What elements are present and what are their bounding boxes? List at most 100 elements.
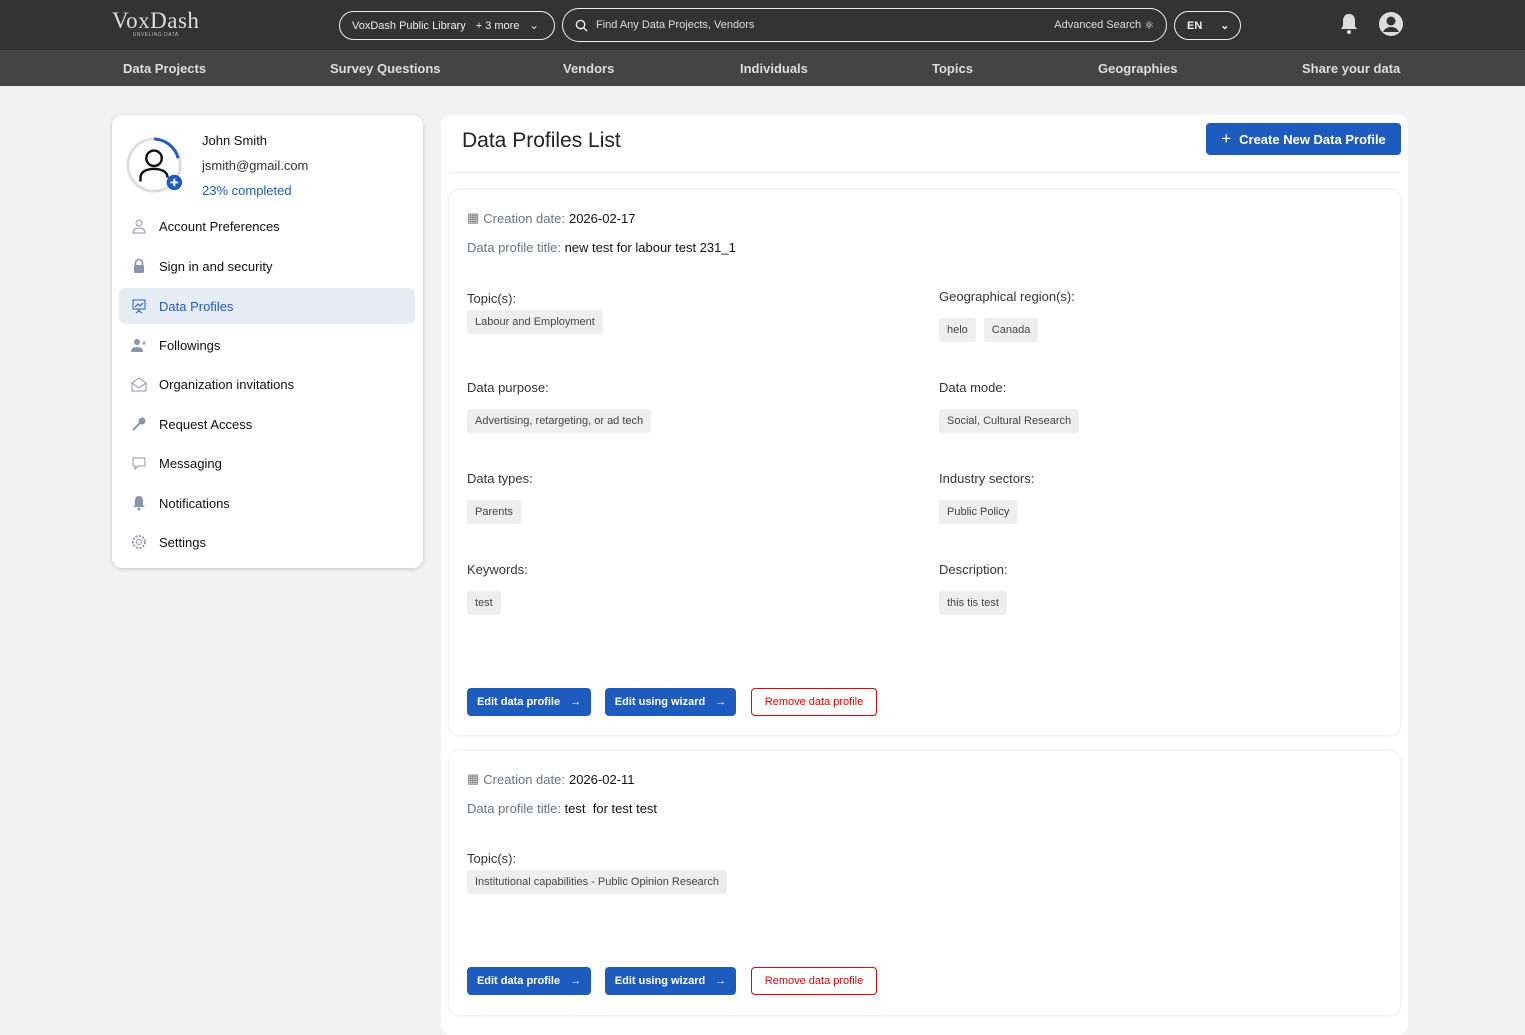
arrow-right-icon: → <box>715 696 727 708</box>
library-name: VoxDash Public Library <box>352 19 466 32</box>
edit-data-profile-button[interactable]: Edit data profile → <box>467 688 591 716</box>
data-profiles-panel: Data Profiles List + Create New Data Prof… <box>441 115 1408 1035</box>
sidebar-item-sign-in-security[interactable]: Sign in and security <box>119 248 415 284</box>
sidebar-item-data-profiles[interactable]: Data Profiles <box>119 288 415 324</box>
sidebar-item-notifications[interactable]: Notifications <box>119 485 415 521</box>
keywords-field: Keywords: test <box>467 562 528 615</box>
sidebar-item-label: Sign in and security <box>159 258 273 274</box>
data-profile-card: ▦ Creation date: 2026-02-11 Data profile … <box>449 751 1400 1015</box>
profile-avatar[interactable] <box>126 137 184 195</box>
field-label: Geographical region(s): <box>939 289 1075 304</box>
edit-using-wizard-button[interactable]: Edit using wizard → <box>605 688 736 716</box>
sidebar-item-messaging[interactable]: Messaging <box>119 445 415 481</box>
sidebar-item-request-access[interactable]: Request Access <box>119 406 415 442</box>
nav-data-projects[interactable]: Data Projects <box>123 61 207 76</box>
chevron-down-icon: ⌄ <box>529 20 539 32</box>
sidebar-item-label: Organization invitations <box>159 376 295 392</box>
user-avatar-icon[interactable] <box>1379 12 1403 36</box>
search-input[interactable]: Find Any Data Projects, Vendors <box>596 19 755 31</box>
button-label: Edit data profile <box>476 696 561 708</box>
sidebar-item-label: Account Preferences <box>159 218 280 234</box>
sidebar-item-label: Request Access <box>159 416 253 432</box>
button-label: Remove data profile <box>764 696 864 708</box>
nav-survey-questions[interactable]: Survey Questions <box>330 61 441 76</box>
field-label: Topic(s): <box>467 851 517 866</box>
search-bar[interactable]: Find Any Data Projects, Vendors Advanced… <box>562 8 1167 42</box>
creation-date-value: 2026-02-11 <box>568 771 635 787</box>
button-label: Edit using wizard <box>614 975 706 987</box>
topics-field: Topic(s): Labour and Employment <box>467 291 603 334</box>
nav-topics[interactable]: Topics <box>932 61 973 76</box>
mode-field: Data mode: Social, Cultural Research <box>939 380 1080 433</box>
sectors-field: Industry sectors: Public Policy <box>939 471 1034 524</box>
tag: Institutional capabilities - Public Opin… <box>467 870 727 894</box>
creation-label: Creation date: <box>483 771 565 787</box>
remove-data-profile-button[interactable]: Remove data profile <box>751 688 877 716</box>
profile-title: Data profile title: test for test test <box>467 801 657 816</box>
field-label: Industry sectors: <box>939 471 1035 486</box>
atom-icon: ⚛ <box>1144 19 1154 32</box>
sidebar-item-settings[interactable]: Settings <box>119 524 415 560</box>
tag: helo <box>939 318 976 342</box>
types-field: Data types: Parents <box>467 471 533 524</box>
field-label: Description: <box>939 562 1008 577</box>
sidebar-item-label: Followings <box>159 337 221 353</box>
nav-share-your-data[interactable]: Share your data <box>1302 61 1401 76</box>
profile-title-value: test for test test <box>564 801 658 816</box>
page-title: Data Profiles List <box>462 129 621 152</box>
button-label: Edit data profile <box>476 975 561 987</box>
bell-icon[interactable] <box>1339 12 1359 36</box>
envelope-icon <box>131 377 147 392</box>
button-label: Edit using wizard <box>614 696 706 708</box>
library-selector[interactable]: VoxDash Public Library + 3 more ⌄ <box>339 11 555 40</box>
profile-title-value: new test for labour test 231_1 <box>564 240 736 255</box>
create-data-profile-button[interactable]: + Create New Data Profile <box>1206 123 1401 155</box>
user-plus-icon <box>131 339 146 352</box>
data-profile-card: ▦ Creation date: 2026-02-17 Data profile … <box>449 190 1400 735</box>
sidebar-item-account-preferences[interactable]: Account Preferences <box>119 208 415 244</box>
field-label: Data mode: <box>939 380 1007 395</box>
field-label: Data purpose: <box>467 380 549 395</box>
button-label: Remove data profile <box>764 975 864 987</box>
user-icon <box>132 219 146 234</box>
language-value: EN <box>1187 19 1203 32</box>
main-nav: Data Projects Survey Questions Vendors I… <box>0 50 1525 86</box>
key-icon <box>132 417 146 431</box>
sidebar-item-label: Data Profiles <box>159 298 234 314</box>
sidebar-item-label: Settings <box>159 534 206 550</box>
nav-individuals[interactable]: Individuals <box>740 61 808 76</box>
chevron-down-icon: ⌄ <box>1220 20 1230 32</box>
edit-using-wizard-button[interactable]: Edit using wizard → <box>605 967 736 995</box>
logo[interactable]: VoxDash UNVELING DATA <box>112 8 199 38</box>
lock-icon <box>134 258 144 273</box>
presentation-chart-icon <box>132 299 146 314</box>
creation-date: ▦ Creation date: 2026-02-11 <box>467 771 635 787</box>
arrow-right-icon: → <box>570 975 582 987</box>
sidebar-item-label: Messaging <box>159 455 222 471</box>
calendar-icon: ▦ <box>467 210 480 225</box>
create-label: Create New Data Profile <box>1239 131 1386 147</box>
sidebar-item-label: Notifications <box>159 495 230 511</box>
tag: Social, Cultural Research <box>939 409 1080 433</box>
field-label: Keywords: <box>467 562 528 577</box>
tag: Parents <box>467 500 521 524</box>
library-more: + 3 more <box>475 19 520 32</box>
tag: this tis test <box>939 591 1007 615</box>
edit-data-profile-button[interactable]: Edit data profile → <box>467 967 591 995</box>
tag: Public Policy <box>939 500 1018 524</box>
sidebar-item-followings[interactable]: Followings <box>119 327 415 363</box>
gear-icon <box>132 535 146 549</box>
calendar-icon: ▦ <box>467 771 480 786</box>
remove-data-profile-button[interactable]: Remove data profile <box>751 967 877 995</box>
nav-geographies[interactable]: Geographies <box>1098 61 1178 76</box>
tag: Canada <box>983 318 1039 342</box>
arrow-right-icon: → <box>570 696 582 708</box>
language-selector[interactable]: EN ⌄ <box>1174 11 1241 40</box>
arrow-right-icon: → <box>715 975 727 987</box>
search-icon <box>575 19 588 32</box>
nav-vendors[interactable]: Vendors <box>563 61 615 76</box>
sidebar-item-organization-invitations[interactable]: Organization invitations <box>119 366 415 402</box>
geo-field: Geographical region(s): helo Canada <box>939 289 1075 342</box>
advanced-search-link[interactable]: Advanced Search <box>1054 19 1142 31</box>
tag: Advertising, retargeting, or ad tech <box>467 409 652 433</box>
